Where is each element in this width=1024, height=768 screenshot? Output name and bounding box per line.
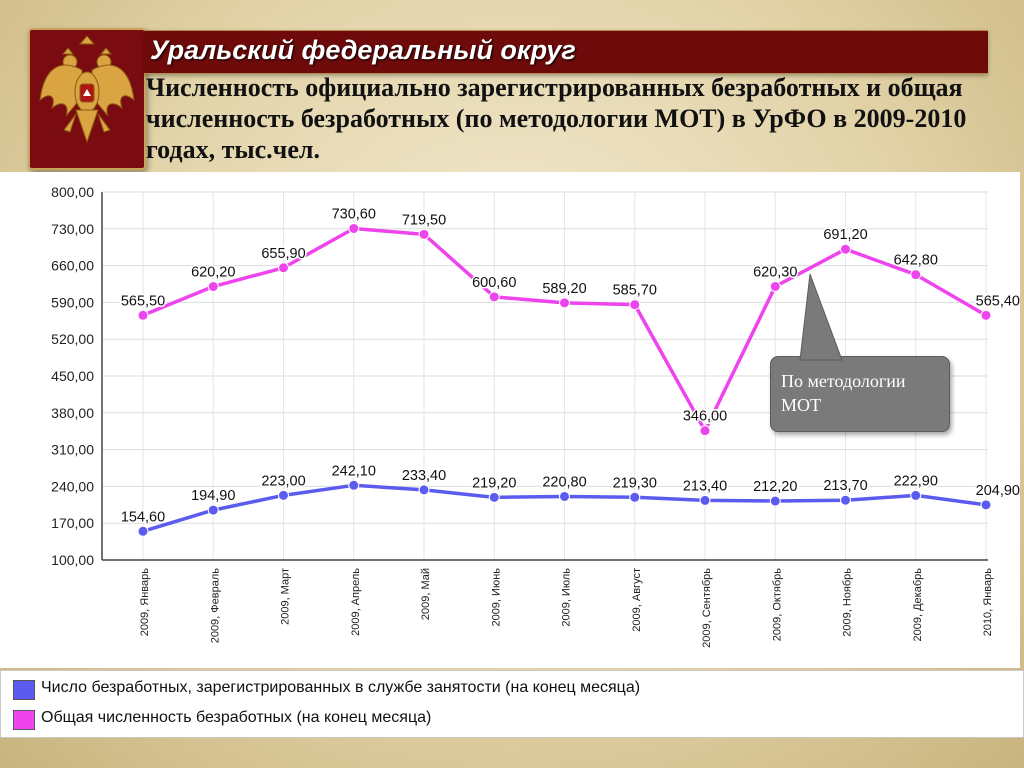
data-point-total (769, 280, 781, 292)
data-point-total (910, 269, 922, 281)
data-point-total (278, 262, 289, 274)
data-point-registered (699, 494, 711, 506)
data-point-registered (980, 499, 992, 511)
legend-swatch-registered (13, 680, 35, 700)
data-point-registered (137, 525, 149, 537)
y-tick-label: 800,00 (51, 184, 94, 200)
y-tick-label: 660,00 (51, 258, 94, 274)
y-tick-label: 100,00 (51, 552, 94, 568)
region-banner: Уральский федеральный округ (144, 30, 988, 74)
x-tick-label: 2009, Февраль (209, 568, 221, 644)
data-label-total: 585,70 (613, 283, 657, 299)
legend-label-registered: Число безработных, зарегистрированных в … (41, 679, 641, 696)
data-label-registered: 223,00 (261, 473, 305, 489)
y-tick-label: 240,00 (51, 478, 94, 494)
data-point-registered (559, 490, 570, 502)
data-point-registered (629, 491, 641, 503)
x-tick-label: 2009, Август (631, 568, 643, 632)
chart-legend: Число безработных, зарегистрированных в … (0, 670, 1024, 738)
data-point-registered (207, 504, 219, 516)
line-chart: 800,00 730,00 660,00 590,00 520,00 450,00 380,… (51, 184, 1021, 648)
data-label-total: 565,50 (121, 293, 165, 309)
x-tick-label: 2009, Январь (139, 568, 151, 637)
x-tick-label: 2009, Декабрь (912, 568, 924, 642)
data-point-total (348, 222, 360, 234)
data-label-registered: 194,90 (191, 488, 235, 504)
data-label-total: 642,80 (894, 253, 938, 269)
x-tick-label: 2009, Июль (561, 568, 573, 627)
data-label-total: 655,90 (261, 246, 305, 262)
data-point-registered (840, 494, 851, 506)
data-point-total (559, 297, 570, 309)
data-point-total (488, 291, 500, 303)
data-point-total (699, 425, 711, 437)
x-tick-label: 2009, Май (420, 568, 432, 620)
y-tick-label: 450,00 (51, 368, 94, 384)
y-tick-label: 380,00 (51, 405, 94, 421)
x-tick-label: 2009, Апрель (350, 568, 362, 636)
data-label-registered: 233,40 (402, 468, 446, 484)
double-headed-eagle-icon (39, 35, 135, 144)
y-tick-label: 590,00 (51, 294, 94, 310)
page-subtitle: Численность официально зарегистрированны… (146, 73, 967, 165)
data-point-registered (910, 489, 922, 501)
data-label-registered: 204,90 (976, 483, 1020, 499)
y-tick-label: 170,00 (51, 515, 94, 531)
data-point-total (629, 299, 641, 311)
x-tick-label: 2009, Март (280, 568, 292, 625)
data-point-registered (488, 491, 500, 503)
x-tick-label: 2009, Июнь (490, 568, 502, 627)
legend-label-total: Общая численность безработных (на конец … (41, 709, 432, 726)
data-label-registered: 242,10 (332, 463, 376, 479)
data-label-total: 600,60 (472, 275, 516, 291)
data-label-total: 691,20 (823, 227, 867, 243)
x-tick-label: 2010, Январь (982, 568, 994, 637)
region-title: Уральский федеральный округ (150, 35, 576, 65)
data-point-registered (418, 484, 430, 496)
data-point-total (980, 309, 992, 321)
data-label-registered: 212,20 (753, 479, 797, 495)
y-tick-label: 520,00 (51, 331, 94, 347)
x-tick-label: 2009, Сентябрь (701, 568, 713, 648)
data-label-registered: 213,70 (823, 478, 867, 494)
data-label-registered: 222,90 (894, 473, 938, 489)
data-point-registered (348, 479, 360, 491)
y-tick-label: 730,00 (51, 221, 94, 237)
data-label-total: 589,20 (542, 281, 586, 297)
data-label-registered: 219,30 (613, 475, 657, 491)
data-label-total: 730,60 (332, 206, 376, 222)
data-label-registered: 219,20 (472, 475, 516, 491)
data-label-total: 346,00 (683, 409, 727, 425)
legend-swatch-total (13, 710, 35, 730)
data-point-total (418, 228, 430, 240)
data-point-total (137, 309, 149, 321)
data-label-registered: 213,40 (683, 478, 727, 494)
data-label-total: 620,20 (191, 265, 235, 281)
callout-mot: По методологии МОТ (770, 356, 950, 432)
emblem (28, 28, 146, 170)
x-tick-label: 2009, Октябрь (771, 568, 783, 641)
data-point-total (840, 243, 851, 255)
data-label-registered: 154,60 (121, 509, 165, 525)
callout-text: По методологии МОТ (781, 371, 906, 416)
data-point-registered (769, 495, 781, 507)
data-label-total: 565,40 (976, 293, 1020, 309)
data-point-total (207, 281, 219, 293)
data-label-total: 620,30 (753, 264, 797, 280)
y-tick-label: 310,00 (51, 442, 94, 458)
data-label-registered: 220,80 (542, 474, 586, 490)
x-tick-label: 2009, Ноябрь (842, 568, 854, 637)
data-point-registered (278, 489, 289, 501)
data-label-total: 719,50 (402, 212, 446, 228)
